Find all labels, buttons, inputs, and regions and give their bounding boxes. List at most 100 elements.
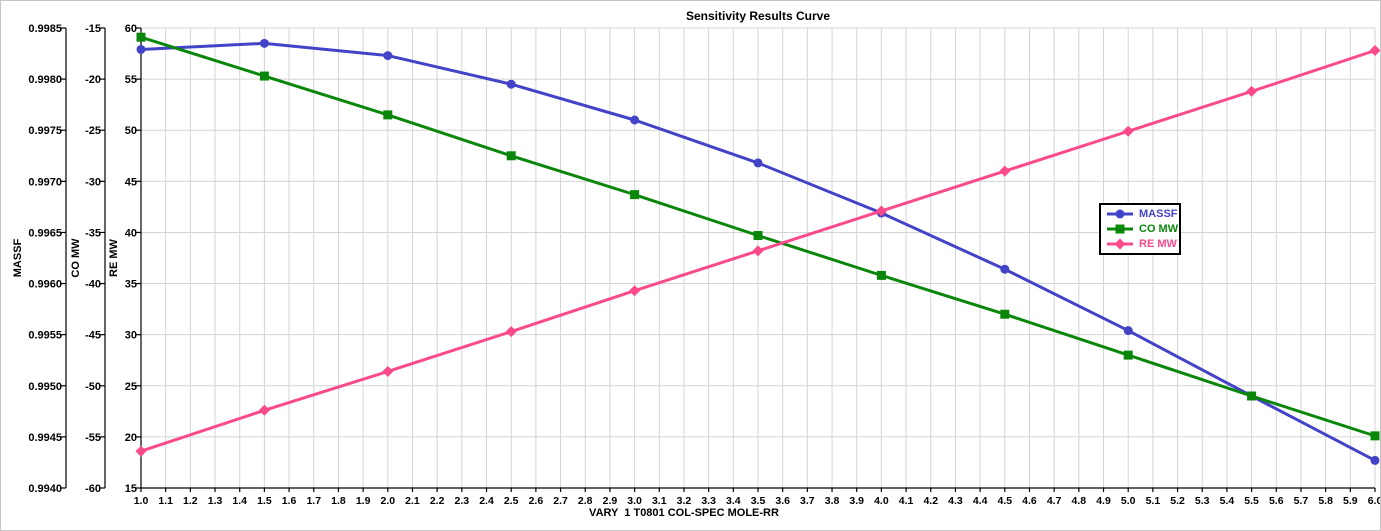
y-tick-label: 55 — [125, 74, 137, 86]
x-tick-label: 5.0 — [1121, 495, 1136, 507]
y-tick-label: 0.9985 — [28, 23, 62, 35]
legend-item-co-mw: CO MW — [1105, 222, 1179, 236]
x-axis-title: VARY 1 T0801 COL-SPEC MOLE-RR — [589, 507, 779, 519]
data-point-re-mw — [382, 365, 394, 377]
y-tick-label: 20 — [125, 432, 137, 444]
y-tick-label: 50 — [125, 125, 137, 137]
x-tick-label: 1.6 — [282, 495, 297, 507]
x-tick-label: 3.4 — [726, 495, 741, 507]
data-point-massf — [136, 44, 146, 54]
x-tick-label: 5.8 — [1318, 495, 1333, 507]
data-point-co-mw — [876, 270, 886, 280]
legend: MASSF CO MW RE MW — [1099, 203, 1181, 255]
data-point-re-mw — [1122, 125, 1134, 137]
x-tick-label: 5.2 — [1170, 495, 1185, 507]
x-tick-label: 1.0 — [134, 495, 149, 507]
legend-diamond-marker-icon — [1107, 238, 1133, 250]
x-tick-label: 4.3 — [948, 495, 963, 507]
x-tick-label: 3.1 — [652, 495, 667, 507]
data-point-re-mw — [875, 205, 887, 217]
x-tick-label: 1.2 — [183, 495, 198, 507]
y-tick-label: 0.9945 — [28, 432, 62, 444]
y-axis-label-massf: MASSF — [12, 238, 24, 277]
data-point-re-mw — [999, 165, 1011, 177]
data-point-massf — [1123, 326, 1133, 336]
x-tick-label: 4.7 — [1047, 495, 1062, 507]
x-tick-label: 3.7 — [800, 495, 815, 507]
x-tick-label: 5.3 — [1195, 495, 1210, 507]
y-tick-label: -25 — [85, 125, 101, 137]
y-tick-label: 35 — [125, 279, 137, 291]
x-tick-label: 4.8 — [1072, 495, 1087, 507]
x-tick-label: 3.9 — [849, 495, 864, 507]
x-tick-label: 4.0 — [874, 495, 889, 507]
x-tick-label: 2.8 — [578, 495, 593, 507]
data-point-re-mw — [505, 326, 517, 338]
legend-label: RE MW — [1139, 237, 1177, 250]
legend-item-re-mw: RE MW — [1105, 237, 1179, 251]
x-tick-label: 4.4 — [973, 495, 988, 507]
legend-item-massf: MASSF — [1105, 207, 1179, 221]
y-tick-label: 0.9960 — [28, 279, 62, 291]
legend-square-marker-icon — [1107, 224, 1133, 234]
x-tick-label: 1.5 — [257, 495, 272, 507]
y-tick-label: 0.9950 — [28, 381, 62, 393]
data-point-re-mw — [629, 285, 641, 297]
y-tick-label: -55 — [85, 432, 101, 444]
data-point-co-mw — [383, 110, 393, 120]
x-tick-label: 2.9 — [603, 495, 618, 507]
x-tick-label: 5.6 — [1269, 495, 1284, 507]
data-point-massf — [630, 115, 640, 125]
data-point-co-mw — [1247, 391, 1257, 401]
y-tick-label: -20 — [85, 74, 101, 86]
x-tick-label: 1.7 — [306, 495, 321, 507]
x-tick-label: 4.2 — [923, 495, 938, 507]
y-tick-label: 0.9940 — [28, 483, 62, 495]
y-tick-label: 40 — [125, 227, 137, 239]
series-re-mw — [135, 44, 1380, 457]
data-point-re-mw — [135, 445, 147, 457]
x-tick-label: 3.6 — [775, 495, 790, 507]
y-tick-label: 60 — [125, 23, 137, 35]
x-tick-label: 2.4 — [479, 495, 494, 507]
data-point-co-mw — [630, 190, 640, 200]
y-tick-label: 30 — [125, 330, 137, 342]
data-point-co-mw — [136, 32, 146, 42]
data-point-massf — [1370, 455, 1380, 465]
x-axis: 1.0 1.1 1.2 1.3 1.4 1.5 1.6 1.7 1.8 1.9 2.0 2.1 2.2 2… — [134, 487, 1380, 507]
x-tick-label: 1.9 — [356, 495, 371, 507]
data-point-massf — [1000, 264, 1010, 274]
x-tick-label: 5.9 — [1343, 495, 1358, 507]
y-tick-label: 0.9965 — [28, 227, 62, 239]
y-tick-label: 15 — [125, 483, 137, 495]
y-tick-label: 0.9980 — [28, 74, 62, 86]
x-tick-label: 4.6 — [1022, 495, 1037, 507]
y-tick-label: 0.9955 — [28, 330, 62, 342]
data-point-co-mw — [1123, 350, 1133, 360]
data-point-re-mw — [258, 404, 270, 416]
x-tick-label: 3.0 — [627, 495, 642, 507]
data-point-co-mw — [259, 71, 269, 81]
x-tick-label: 1.4 — [232, 495, 247, 507]
y-axis-co-mw: -15 -20 -25 -30 -35 -40 -45 -50 -55 -60 CO MW — [70, 23, 106, 495]
x-tick-label: 4.1 — [899, 495, 914, 507]
x-tick-label: 2.6 — [529, 495, 544, 507]
y-tick-label: 0.9970 — [28, 176, 62, 188]
x-tick-label: 3.3 — [701, 495, 716, 507]
x-tick-label: 4.9 — [1096, 495, 1111, 507]
data-point-co-mw — [1370, 431, 1380, 441]
data-point-co-mw — [753, 231, 763, 241]
y-tick-label: -35 — [85, 227, 101, 239]
x-tick-label: 3.2 — [677, 495, 692, 507]
y-tick-label: -45 — [85, 330, 101, 342]
y-tick-label: -15 — [85, 23, 101, 35]
x-tick-label: 5.1 — [1146, 495, 1161, 507]
data-point-massf — [259, 38, 269, 48]
y-tick-label: -50 — [85, 381, 101, 393]
legend-label: CO MW — [1139, 222, 1179, 235]
x-tick-label: 1.3 — [208, 495, 223, 507]
x-tick-label: 1.1 — [158, 495, 173, 507]
y-tick-label: -60 — [85, 483, 101, 495]
